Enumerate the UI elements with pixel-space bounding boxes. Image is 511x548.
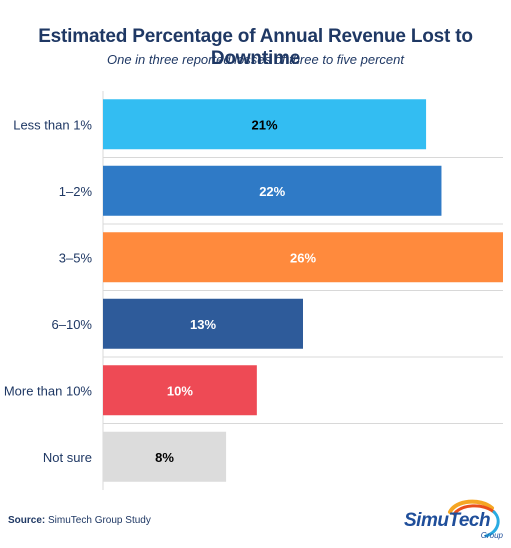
- simutech-logo: SimuTech Group: [402, 498, 507, 542]
- data-label: 26%: [290, 250, 316, 265]
- category-label: 1–2%: [59, 184, 93, 199]
- category-label: More than 10%: [4, 383, 93, 398]
- data-label: 8%: [155, 450, 174, 465]
- data-label: 22%: [259, 184, 285, 199]
- category-label: 6–10%: [52, 317, 93, 332]
- chart-title: Estimated Percentage of Annual Revenue L…: [38, 26, 473, 69]
- category-label: Not sure: [43, 450, 92, 465]
- data-label: 13%: [190, 317, 216, 332]
- bar: [103, 232, 503, 283]
- logo-wordmark: SimuTech: [404, 510, 491, 532]
- data-label: 10%: [167, 383, 193, 398]
- chart-subtitle: One in three reported losses of three to…: [106, 52, 404, 67]
- category-label: Less than 1%: [13, 117, 92, 132]
- bar: [103, 99, 427, 150]
- bar: [103, 365, 257, 416]
- bar: [103, 431, 227, 482]
- source-text: SimuTech Group Study: [48, 515, 151, 526]
- logo-word-tech: Tech: [448, 510, 491, 531]
- bar-chart: 21% Less than 1% 22% 1–2% 26% 3–5% 13% 6–10% 10%…: [4, 91, 503, 490]
- data-label: 21%: [252, 117, 278, 132]
- source-label: Source:: [8, 515, 46, 526]
- bar: [103, 165, 442, 216]
- logo-swoosh-icon: [448, 499, 500, 538]
- bar: [103, 298, 303, 349]
- logo-word-group: Group: [480, 531, 503, 540]
- logo-word-simu: Simu: [404, 510, 449, 531]
- source-note: Source: SimuTech Group Study: [8, 515, 151, 526]
- category-label: 3–5%: [59, 250, 93, 265]
